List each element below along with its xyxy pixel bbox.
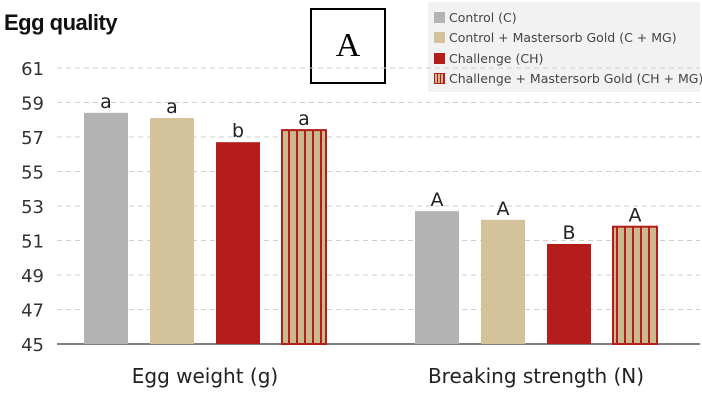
bar — [84, 112, 128, 344]
legend-item: Challenge (CH) — [434, 48, 700, 69]
bar — [547, 243, 591, 344]
significance-label: a — [298, 108, 310, 130]
y-tick-label: 61 — [21, 59, 44, 80]
panel-label: A — [310, 8, 386, 84]
significance-label: A — [497, 198, 510, 220]
x-category-label: Breaking strength (N) — [428, 364, 644, 388]
y-tick-label: 57 — [21, 128, 44, 149]
bar — [216, 142, 260, 344]
significance-label: b — [232, 120, 244, 142]
bar — [281, 129, 327, 345]
legend-item: Control (C) — [434, 7, 700, 28]
y-tick-label: 59 — [21, 94, 44, 115]
legend-label: Challenge + Mastersorb Gold (CH + MG) — [449, 71, 702, 87]
significance-label: A — [629, 205, 642, 227]
legend-item: Control + Mastersorb Gold (C + MG) — [434, 28, 700, 49]
bar — [481, 219, 525, 344]
legend: Control (C) Control + Mastersorb Gold (C… — [428, 2, 702, 92]
legend-swatch — [434, 73, 445, 85]
bar — [612, 225, 658, 345]
x-category-label: Egg weight (g) — [132, 364, 278, 388]
legend-swatch — [434, 52, 445, 64]
y-tick-label: 45 — [21, 335, 44, 356]
y-tick-label: 55 — [21, 163, 44, 184]
legend-label: Control (C) — [449, 9, 517, 25]
bar — [415, 211, 459, 344]
legend-swatch — [434, 32, 445, 44]
chart-title: Egg quality — [4, 10, 118, 35]
y-tick-label: 47 — [21, 301, 44, 322]
y-tick-label: 49 — [21, 266, 44, 287]
significance-label: B — [562, 222, 575, 244]
legend-label: Challenge (CH) — [449, 50, 544, 66]
y-tick-label: 51 — [21, 232, 44, 253]
legend-swatch — [434, 11, 445, 23]
legend-label: Control + Mastersorb Gold (C + MG) — [449, 30, 677, 46]
significance-label: A — [431, 189, 444, 211]
y-tick-label: 53 — [21, 197, 44, 218]
significance-label: a — [100, 91, 112, 113]
significance-label: a — [166, 96, 178, 118]
bar — [150, 118, 194, 345]
legend-item: Challenge + Mastersorb Gold (CH + MG) — [434, 69, 702, 90]
